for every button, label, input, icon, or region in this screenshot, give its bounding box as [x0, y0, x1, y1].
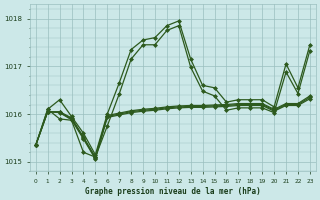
X-axis label: Graphe pression niveau de la mer (hPa): Graphe pression niveau de la mer (hPa) [85, 187, 261, 196]
